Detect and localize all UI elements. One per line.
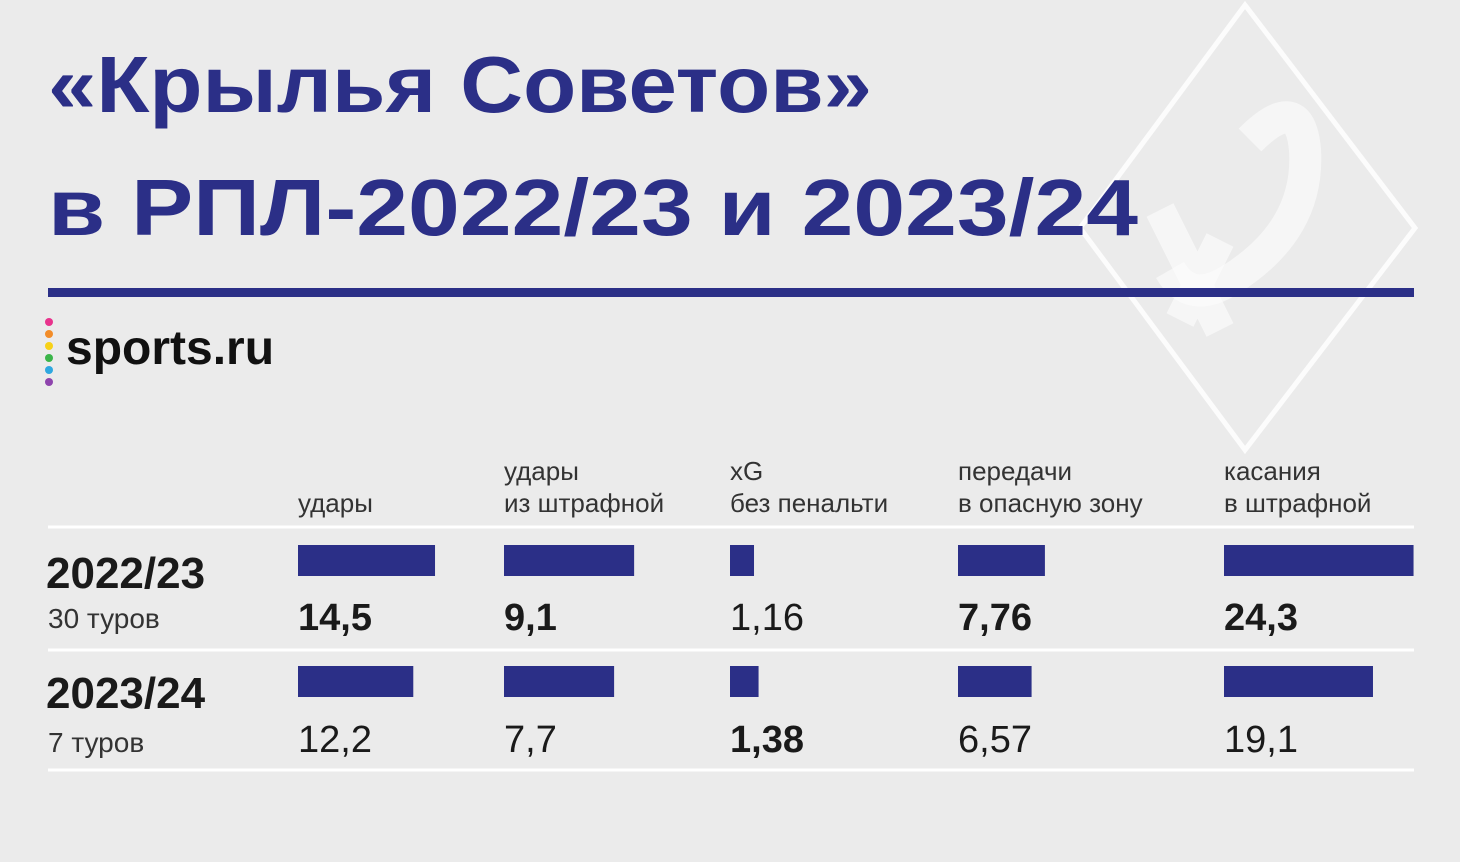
column-header: в опасную зону <box>958 488 1143 518</box>
row-separator <box>48 648 1414 652</box>
bar <box>1224 545 1414 576</box>
column-header: касания <box>1224 456 1321 486</box>
value-label: 1,38 <box>730 719 804 761</box>
bar <box>504 666 615 697</box>
value-label: 19,1 <box>1224 719 1298 761</box>
bar <box>1224 666 1373 697</box>
column-header: удары <box>504 456 579 486</box>
games: 30 туров <box>48 603 160 634</box>
value-label: 24,3 <box>1224 597 1298 639</box>
value-label: 7,76 <box>958 597 1032 639</box>
logo-dots <box>45 318 53 386</box>
title-line: «Крылья Советов» <box>48 40 872 129</box>
value-label: 7,7 <box>504 719 557 761</box>
bar <box>958 666 1032 697</box>
column-header: из штрафной <box>504 488 664 518</box>
value-label: 14,5 <box>298 597 372 639</box>
value-label: 12,2 <box>298 719 372 761</box>
bar <box>730 666 759 697</box>
row-separator <box>48 525 1414 529</box>
column-header: xG <box>730 456 763 486</box>
games: 7 туров <box>48 727 144 758</box>
column-header: передачи <box>958 456 1072 486</box>
bar <box>298 545 436 576</box>
column-header: без пенальти <box>730 488 888 518</box>
bar <box>958 545 1045 576</box>
value-label: 6,57 <box>958 719 1032 761</box>
bar <box>298 666 414 697</box>
bar <box>730 545 755 576</box>
value-label: 1,16 <box>730 597 804 639</box>
column-header: удары <box>298 488 373 518</box>
title-line: в РПЛ-2022/23 и 2023/24 <box>48 163 1139 252</box>
season: 2022/23 <box>46 549 205 598</box>
value-label: 9,1 <box>504 597 557 639</box>
column-header: в штрафной <box>1224 488 1371 518</box>
rule <box>48 288 1414 297</box>
row-separator <box>48 768 1414 772</box>
bar <box>504 545 635 576</box>
logo: sports.ru <box>66 322 274 375</box>
season: 2023/24 <box>46 669 206 718</box>
